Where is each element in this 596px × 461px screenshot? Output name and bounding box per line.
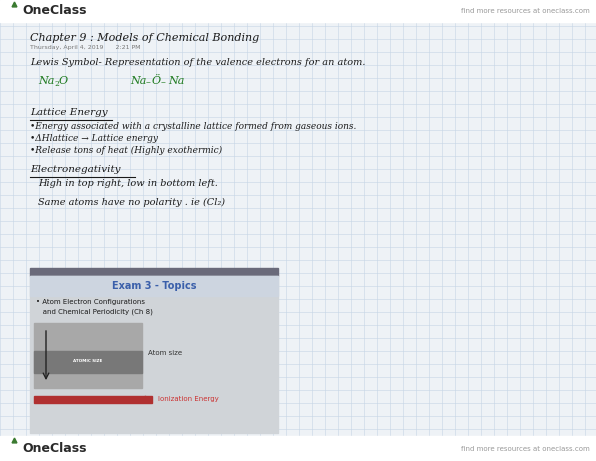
Text: 2: 2	[54, 80, 59, 88]
Text: Thursday, April 4, 2019      2:21 PM: Thursday, April 4, 2019 2:21 PM	[30, 45, 141, 50]
Text: –: –	[161, 78, 166, 87]
Bar	[30, 276, 278, 433]
Text: –: –	[146, 78, 151, 87]
Text: find more resources at oneclass.com: find more resources at oneclass.com	[461, 8, 590, 14]
Text: Ö: Ö	[152, 76, 161, 86]
Bar	[34, 323, 142, 388]
Text: •Release tons of heat (Highly exothermic): •Release tons of heat (Highly exothermic…	[30, 146, 222, 155]
Text: O: O	[59, 76, 68, 86]
Text: Atom size: Atom size	[148, 350, 182, 356]
Text: Lattice Energy: Lattice Energy	[30, 108, 108, 117]
Text: ATOMIC SIZE: ATOMIC SIZE	[73, 359, 103, 363]
Text: OneClass: OneClass	[22, 5, 86, 18]
Bar	[0, 436, 596, 461]
Bar	[0, 0, 596, 22]
Text: • Atom Electron Configurations: • Atom Electron Configurations	[36, 299, 145, 305]
Bar	[34, 396, 152, 403]
Text: Na: Na	[38, 76, 54, 86]
Bar	[30, 276, 278, 296]
Text: Ionization Energy: Ionization Energy	[158, 396, 219, 402]
Text: Na: Na	[130, 76, 147, 86]
Text: and Chemical Periodicity (Ch 8): and Chemical Periodicity (Ch 8)	[36, 308, 153, 314]
Text: find more resources at oneclass.com: find more resources at oneclass.com	[461, 445, 590, 451]
Text: OneClass: OneClass	[22, 442, 86, 455]
Text: Lewis Symbol- Representation of the valence electrons for an atom.: Lewis Symbol- Representation of the vale…	[30, 58, 365, 67]
Text: Chapter 9 : Models of Chemical Bonding: Chapter 9 : Models of Chemical Bonding	[30, 33, 259, 43]
Text: •ΔHlattice → Lattice energy: •ΔHlattice → Lattice energy	[30, 134, 158, 143]
Text: High in top right, low in bottom left.: High in top right, low in bottom left.	[38, 179, 218, 188]
Bar	[34, 351, 142, 373]
Text: Same atoms have no polarity . ie (Cl₂): Same atoms have no polarity . ie (Cl₂)	[38, 198, 225, 207]
Bar	[30, 268, 278, 276]
Text: •Energy associated with a crystalline lattice formed from gaseous ions.: •Energy associated with a crystalline la…	[30, 122, 356, 131]
Text: Electronegativity: Electronegativity	[30, 165, 120, 174]
Text: Na: Na	[168, 76, 184, 86]
Text: Exam 3 - Topics: Exam 3 - Topics	[112, 281, 196, 291]
